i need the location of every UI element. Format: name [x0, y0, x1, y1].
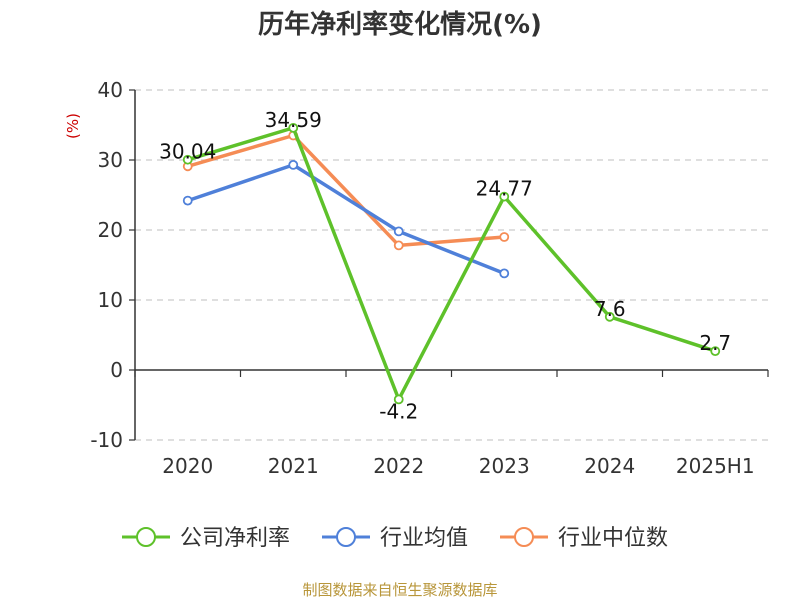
data-label: 7.6	[594, 297, 626, 321]
y-axis-label: (%)	[64, 113, 82, 139]
data-point	[604, 311, 615, 322]
grid-lines	[135, 89, 768, 441]
data-point	[499, 191, 510, 202]
legend-swatch-marker	[136, 527, 156, 547]
y-tick-label: 20	[98, 218, 123, 242]
series-0	[182, 122, 721, 405]
source-note: 制图数据来自恒生聚源数据库	[302, 581, 497, 599]
x-tick-labels: 2020 2021 2022 2023 2024 2025H1	[162, 454, 754, 478]
legend-item-0[interactable]: 公司净利率	[122, 526, 290, 551]
axes	[129, 89, 769, 441]
y-tick-label: 40	[98, 78, 123, 102]
legend: 公司净利率 行业均值 行业中位数	[122, 526, 668, 551]
series-line	[187, 126, 716, 402]
y-tick-label: -10	[90, 428, 123, 452]
data-point	[499, 268, 510, 279]
data-point	[182, 154, 193, 165]
data-point	[393, 394, 404, 405]
data-point	[288, 122, 299, 133]
legend-swatch-marker	[514, 527, 534, 547]
data-point	[710, 346, 721, 357]
chart-title: 历年净利率变化情况(%)	[258, 9, 542, 40]
legend-item-1[interactable]: 行业均值	[322, 526, 468, 551]
data-point	[499, 232, 510, 242]
x-tick-label: 2021	[268, 454, 319, 478]
data-label: -4.2	[379, 399, 418, 423]
legend-label: 公司净利率	[180, 526, 290, 551]
x-tick-label: 2024	[584, 454, 635, 478]
x-tick-label: 2022	[373, 454, 424, 478]
data-point	[393, 240, 404, 251]
data-label: 34.59	[265, 108, 322, 132]
data-labels: 30.04 34.59 -4.2 24.77 7.6 2.7	[159, 108, 731, 424]
data-point	[288, 159, 299, 170]
data-label: 30.04	[159, 140, 216, 164]
x-tick-label: 2020	[162, 454, 213, 478]
series-line	[187, 133, 505, 248]
x-tick-label: 2023	[479, 454, 530, 478]
data-label: 2.7	[699, 331, 731, 355]
series-group	[182, 122, 721, 405]
y-tick-label: 0	[110, 358, 123, 382]
legend-label: 行业均值	[380, 526, 468, 551]
y-tick-label: 10	[98, 288, 123, 312]
data-point	[182, 195, 193, 206]
data-point	[393, 226, 404, 237]
legend-swatch-marker	[336, 527, 356, 547]
legend-label: 行业中位数	[558, 526, 668, 551]
x-tick-label: 2025H1	[676, 454, 755, 478]
series-2	[182, 130, 510, 251]
y-tick-labels: -10 0 10 20 30 40	[90, 78, 123, 452]
y-tick-label: 30	[98, 148, 123, 172]
series-line	[187, 163, 505, 276]
data-label: 24.77	[476, 177, 533, 201]
legend-item-2[interactable]: 行业中位数	[500, 526, 668, 551]
series-1	[182, 159, 510, 279]
